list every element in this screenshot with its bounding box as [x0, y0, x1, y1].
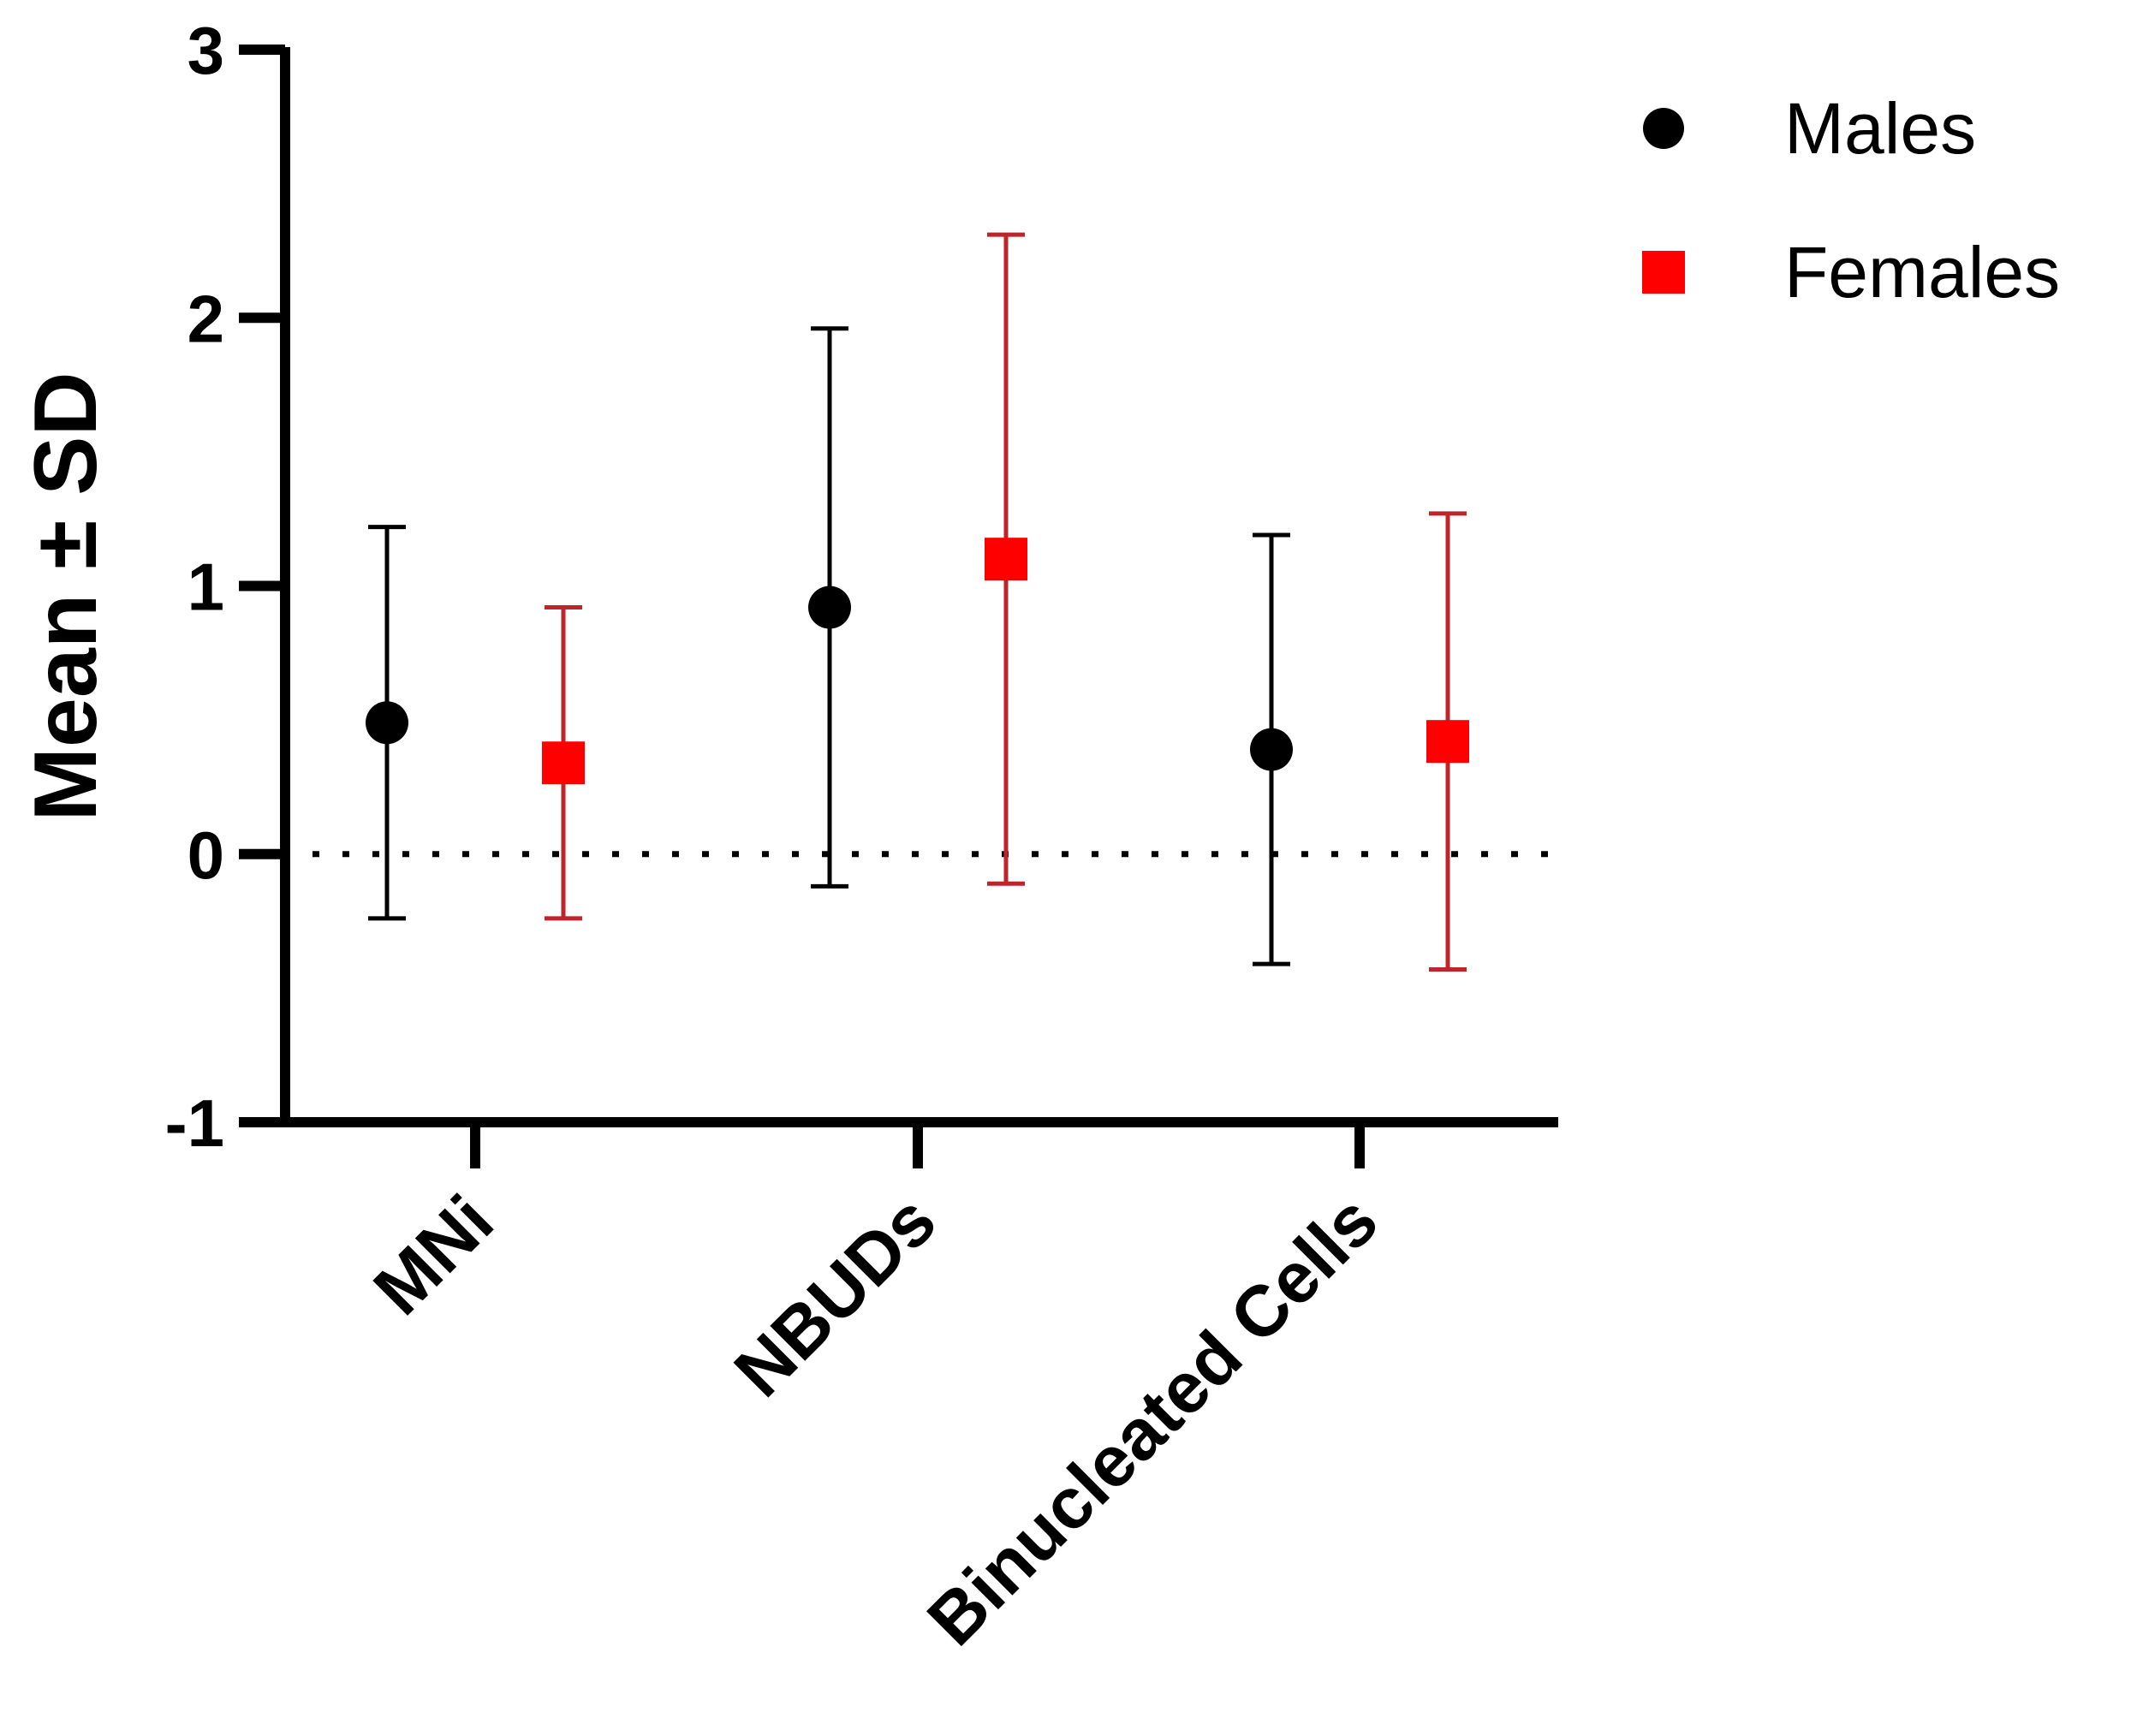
legend: Males Females [1642, 88, 2060, 312]
y-ticks: -1 0 1 2 3 [165, 13, 285, 1161]
data-point-females [985, 538, 1027, 581]
data-point-males [1250, 728, 1293, 771]
data-point-males [366, 701, 408, 745]
y-tick-label: -1 [165, 1085, 224, 1161]
x-tick-label: MNi [358, 1180, 508, 1329]
x-tick-label: NBUDs [719, 1180, 951, 1412]
legend-label: Males [1784, 88, 1976, 169]
legend-marker-females [1642, 251, 1685, 294]
y-tick-label: 1 [188, 550, 224, 625]
legend-label: Females [1784, 232, 2060, 312]
data-marks [366, 232, 1469, 972]
y-tick-label: 2 [188, 281, 224, 356]
y-tick-label: 0 [188, 817, 224, 893]
y-axis-title: Mean ± SD [16, 372, 116, 821]
y-tick-label: 3 [188, 13, 224, 88]
legend-marker-males [1643, 108, 1684, 149]
x-tick-label: Binucleated Cells [912, 1180, 1393, 1661]
data-point-females [542, 741, 585, 785]
data-point-males [808, 586, 851, 629]
data-point-females [1426, 720, 1469, 764]
